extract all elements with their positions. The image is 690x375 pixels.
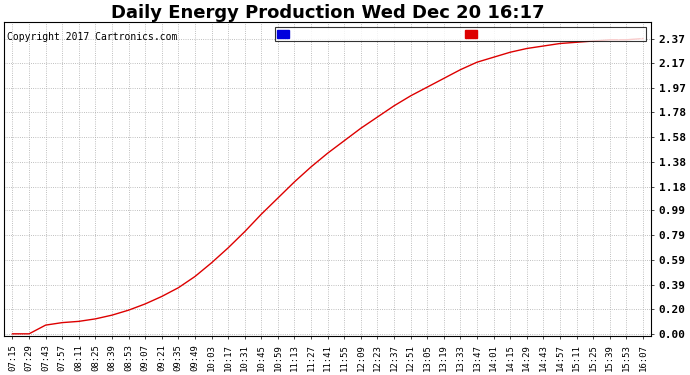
Text: Copyright 2017 Cartronics.com: Copyright 2017 Cartronics.com — [8, 32, 178, 42]
Legend: Power Produced OffPeak  (kWh), Power Produced OnPeak  (kWh): Power Produced OffPeak (kWh), Power Prod… — [275, 27, 647, 41]
Title: Daily Energy Production Wed Dec 20 16:17: Daily Energy Production Wed Dec 20 16:17 — [111, 4, 544, 22]
